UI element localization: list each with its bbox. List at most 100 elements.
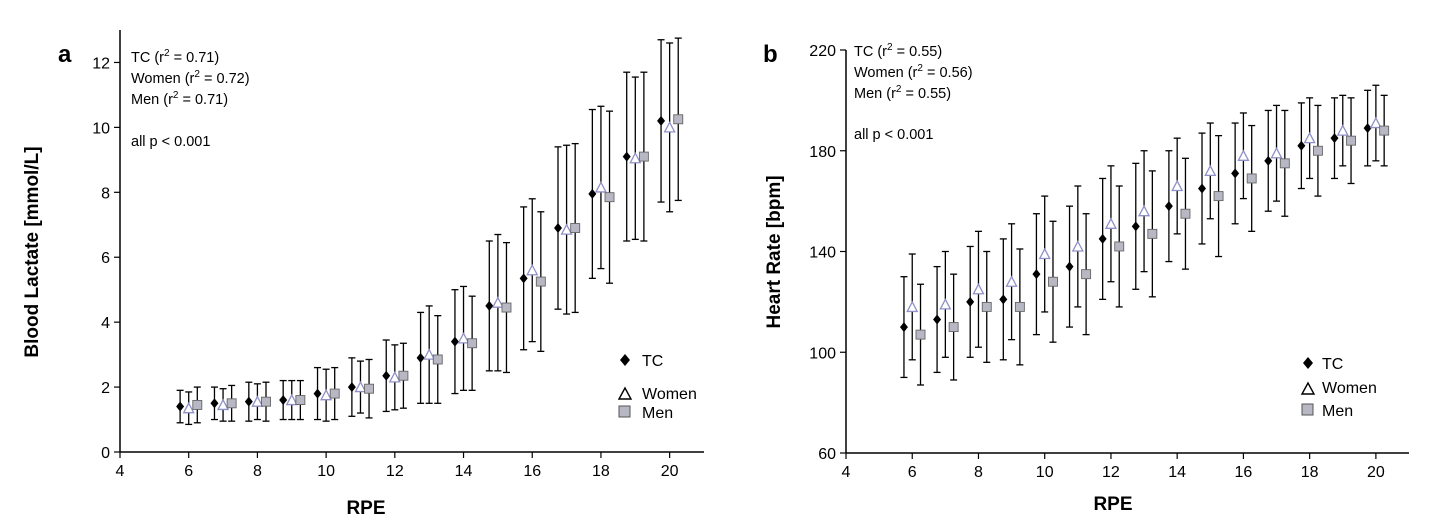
panel-a-stat-men: Men (r2 = 0.71) xyxy=(131,90,228,108)
legend-label-men: Men xyxy=(1322,403,1353,420)
x-tick-label: 4 xyxy=(116,463,125,480)
data-point-tc xyxy=(1231,168,1240,179)
y-tick-label: 100 xyxy=(809,345,836,362)
data-point-tc xyxy=(382,370,391,381)
stat-superscript: 2 xyxy=(194,69,200,80)
data-point-men xyxy=(673,114,684,125)
data-point-women xyxy=(491,296,504,308)
data-point-tc xyxy=(1065,261,1074,272)
data-point-tc xyxy=(450,336,459,347)
data-point-tc xyxy=(899,322,908,333)
data-point-women xyxy=(1336,124,1349,136)
data-point-tc xyxy=(966,296,975,307)
legend-label-men: Men xyxy=(642,405,673,422)
legend-diamond-marker xyxy=(620,354,630,366)
data-point-women xyxy=(216,398,230,411)
x-tick-label: 10 xyxy=(317,463,335,480)
data-point-men xyxy=(398,370,409,381)
y-tick-label: 10 xyxy=(92,120,110,137)
stat-text: TC (r xyxy=(854,44,887,60)
x-tick-label: 20 xyxy=(1367,464,1385,481)
data-point-tc xyxy=(244,396,253,407)
data-point-tc xyxy=(519,273,528,284)
data-point-women xyxy=(1071,240,1084,252)
stat-text: Women (r xyxy=(131,71,195,87)
data-point-tc xyxy=(622,151,631,162)
x-tick-label: 18 xyxy=(592,463,610,480)
data-point-men xyxy=(1081,269,1092,280)
data-point-women xyxy=(320,388,333,401)
data-point-tc xyxy=(1032,269,1041,280)
x-tick-label: 14 xyxy=(1168,464,1186,481)
data-point-women xyxy=(560,223,573,235)
x-tick-label: 6 xyxy=(184,463,193,480)
data-point-women xyxy=(629,151,642,164)
panel-b: b RPE Heart Rate [bpm] 4 6 8 10 12 14 16 18 20 60… xyxy=(763,41,1409,515)
data-point-men xyxy=(1147,228,1158,239)
data-point-women xyxy=(182,401,195,414)
data-point-women xyxy=(594,181,608,193)
data-point-women xyxy=(1303,131,1316,144)
data-point-men xyxy=(915,329,926,340)
data-point-tc xyxy=(999,294,1008,305)
panel-b-axes: 4 6 8 10 12 14 16 18 20 60 100 140 180 220 xyxy=(809,43,1409,481)
data-point-men xyxy=(192,399,203,410)
x-tick-label: 8 xyxy=(253,463,262,480)
x-tick-label: 16 xyxy=(1235,464,1253,481)
data-point-tc xyxy=(1363,123,1372,134)
data-point-women xyxy=(1005,275,1018,287)
panel-a-x-axis-title: RPE xyxy=(346,498,385,519)
data-point-women xyxy=(285,393,298,406)
data-point-women xyxy=(423,348,436,360)
data-point-women xyxy=(1137,204,1151,217)
data-point-tc xyxy=(933,314,942,325)
stat-text: Men (r xyxy=(131,92,173,108)
y-tick-label: 2 xyxy=(101,380,110,397)
data-point-tc xyxy=(1164,201,1173,212)
data-point-tc xyxy=(554,223,562,234)
data-point-men xyxy=(1014,301,1025,312)
data-point-women xyxy=(1270,146,1283,159)
stat-text: = 0.71) xyxy=(170,50,220,66)
x-tick-label: 12 xyxy=(386,463,404,480)
data-point-men xyxy=(604,192,615,203)
panel-b-x-axis-title: RPE xyxy=(1093,494,1132,515)
legend-triangle-marker xyxy=(1300,381,1316,395)
data-point-men xyxy=(1246,173,1257,184)
stat-text: = 0.55) xyxy=(901,86,951,102)
data-point-men xyxy=(329,388,340,399)
x-tick-label: 8 xyxy=(974,464,983,481)
y-tick-label: 4 xyxy=(101,315,110,332)
y-tick-label: 8 xyxy=(101,185,110,202)
stat-text: = 0.72) xyxy=(200,71,250,87)
x-tick-label: 18 xyxy=(1301,464,1319,481)
y-tick-label: 12 xyxy=(92,55,110,72)
panel-b-letter: b xyxy=(763,41,778,68)
stat-superscript: 2 xyxy=(164,48,170,59)
data-point-women xyxy=(1104,217,1118,229)
data-point-women xyxy=(457,331,470,344)
stat-superscript: 2 xyxy=(887,42,893,53)
legend-triangle-marker xyxy=(617,386,633,400)
stat-superscript: 2 xyxy=(896,84,902,95)
data-point-men xyxy=(535,276,546,287)
x-tick-label: 12 xyxy=(1102,464,1120,481)
data-point-tc xyxy=(588,188,597,199)
y-tick-label: 6 xyxy=(101,250,110,267)
data-point-tc xyxy=(1330,133,1339,144)
panel-a: a RPE Blood Lactate [mmol/L] 4 6 8 10 12 14 16… xyxy=(22,30,704,519)
y-tick-label: 60 xyxy=(818,446,836,463)
data-point-tc xyxy=(1264,155,1273,166)
x-tick-label: 16 xyxy=(523,463,541,480)
stat-superscript: 2 xyxy=(173,90,179,101)
data-point-tc xyxy=(657,115,666,126)
data-point-men xyxy=(261,396,271,407)
data-point-men xyxy=(432,354,443,365)
data-point-men xyxy=(1114,241,1125,252)
panel-a-stat-tc: TC (r2 = 0.71) xyxy=(131,48,219,66)
data-point-women xyxy=(1038,247,1051,260)
data-point-women xyxy=(354,380,367,393)
panel-a-p-value: all p < 0.001 xyxy=(131,134,210,150)
data-point-men xyxy=(948,322,959,333)
data-point-women xyxy=(939,297,952,310)
